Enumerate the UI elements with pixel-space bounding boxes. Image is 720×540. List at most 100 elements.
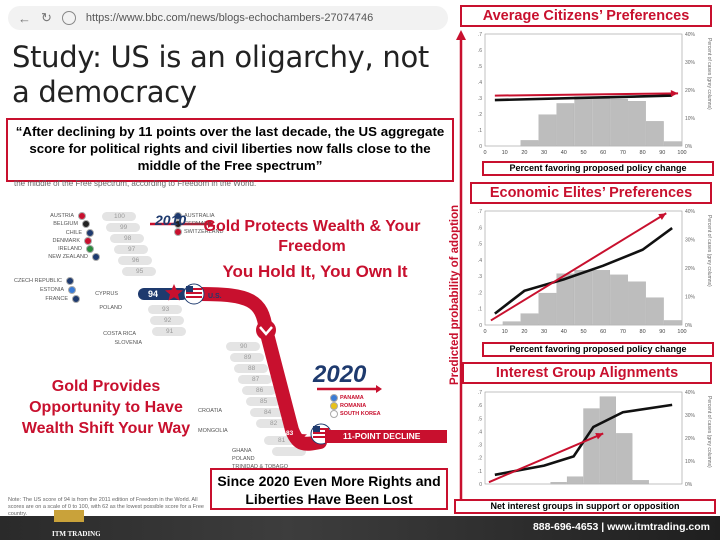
y2-axis-label: Percent of cases (grey columns): [706, 215, 712, 287]
country-label: BELGIUM: [53, 221, 78, 227]
decline-label: 11-POINT DECLINE: [325, 430, 447, 443]
y2-tick-label: 40%: [685, 209, 696, 215]
chevron-down-icon: [256, 320, 276, 340]
star-icon: [165, 284, 183, 301]
reload-icon[interactable]: ↻: [41, 10, 52, 25]
shared-axis-text: Predicted probability of adoption: [449, 205, 461, 385]
country-label: CROATIA: [198, 408, 223, 414]
flag-icon: [72, 295, 80, 303]
y-tick-label: .4: [478, 80, 482, 86]
score-label: 92: [164, 317, 172, 324]
y2-axis-label: Percent of cases (grey columns): [706, 396, 712, 468]
score-pills: [102, 212, 306, 456]
score-label: 81: [278, 437, 286, 444]
histogram-bar: [550, 482, 567, 485]
score-label: 88: [248, 365, 256, 372]
y2-tick-label: 10%: [685, 295, 696, 301]
since-2020-box: Since 2020 Even More Rights and Libertie…: [210, 468, 448, 510]
x-tick-label: 90: [659, 150, 665, 156]
y2-tick-label: 0%: [685, 144, 693, 150]
histogram-bar: [556, 103, 575, 147]
x-tick-label: 30: [541, 329, 547, 335]
x-tick-label: 100: [677, 150, 686, 156]
flag-icon: [84, 237, 92, 245]
x-tick-label: 50: [580, 329, 586, 335]
flag-icon: [330, 410, 338, 418]
back-icon[interactable]: ←: [18, 10, 31, 26]
y-tick-label: .3: [478, 96, 482, 102]
footer-contact[interactable]: 888-696-4653 | www.itmtrading.com: [532, 521, 710, 533]
site-info-icon[interactable]: [61, 11, 76, 25]
x-tick-label: 90: [659, 329, 665, 335]
histogram-bar: [574, 96, 593, 147]
histogram-bar: [610, 98, 628, 147]
histogram-bar: [663, 320, 682, 326]
panel-caption-2: Percent favoring proposed policy change: [482, 342, 714, 357]
score-label: 91: [166, 328, 174, 335]
flag-icon: [330, 402, 338, 410]
y-tick-label: .1: [478, 307, 482, 313]
flag-icon: [330, 394, 338, 402]
country-label: NEW ZEALAND: [48, 254, 88, 260]
country-label: COSTA RICA: [103, 331, 136, 337]
histogram-bar: [592, 96, 611, 147]
probability-curve: [494, 227, 673, 315]
panel-caption-3: Net interest groups in support or opposi…: [454, 499, 716, 514]
panel-title-average-citizens: Average Citizens’ Preferences: [460, 5, 712, 27]
flag-icon: [92, 253, 100, 261]
panel-title-economic-elites: Economic Elites’ Preferences: [470, 182, 712, 204]
country-label: MONGOLIA: [198, 428, 228, 434]
flag-icon: [174, 220, 182, 228]
probability-curve: [494, 94, 673, 102]
histogram-bar: [610, 274, 628, 326]
promo-you-hold: You Hold It, You Own It: [222, 262, 408, 281]
y2-tick-label: 20%: [685, 436, 696, 442]
country-label: TRINIDAD & TOBAGO: [232, 464, 289, 470]
x-tick-label: 60: [600, 329, 606, 335]
x-tick-label: 10: [502, 150, 508, 156]
x-tick-label: 20: [521, 150, 527, 156]
y-tick-label: .1: [478, 469, 482, 475]
free-spectrum-line: the middle of the Free spectrum, accordi…: [14, 179, 257, 188]
browser-url-bar[interactable]: ← ↻ https://www.bbc.com/news/blogs-echoc…: [8, 6, 448, 30]
y-tick-label: .7: [478, 32, 482, 38]
histogram-bar: [583, 408, 600, 485]
histogram-bar: [632, 480, 649, 485]
y-tick-label: .5: [478, 242, 482, 248]
panel-title-interest-groups: Interest Group Alignments: [462, 362, 712, 384]
x-tick-label: 70: [620, 329, 626, 335]
score-label: 89: [244, 354, 252, 361]
url-text[interactable]: https://www.bbc.com/news/blogs-echochamb…: [85, 12, 374, 24]
country-label: CHILE: [65, 230, 82, 236]
trend-arrow: [488, 432, 604, 484]
star-icon: [289, 428, 307, 445]
y-tick-label: .7: [478, 209, 482, 215]
country-label: ROMANIA: [340, 403, 367, 409]
histogram-bar: [616, 433, 633, 485]
y-tick-label: .6: [478, 403, 482, 409]
histogram-bar: [520, 140, 539, 147]
y2-tick-label: 10%: [685, 459, 696, 465]
arrowhead-icon: [595, 433, 604, 440]
flag-icon: [86, 245, 94, 253]
y-tick-label: .2: [478, 456, 482, 462]
histogram-bar: [556, 273, 575, 326]
country-label: DENMARK: [52, 238, 80, 244]
score-label: 82: [270, 420, 278, 427]
x-tick-label: 100: [677, 329, 686, 335]
histogram-bar: [520, 313, 539, 326]
trend-arrow: [490, 212, 667, 322]
flag-icon: [66, 277, 74, 285]
histogram-bar: [646, 121, 664, 147]
chart-economic-elites: .7 .6 .5 .4 .3 .2 .1 0 40% 30% 20% 10% 0% 0 10 20 30 40 50…: [467, 205, 712, 339]
histogram-bar: [663, 141, 682, 147]
histogram-bar: [646, 297, 664, 326]
brand-text: ITM TRADING.: [52, 530, 100, 538]
y-tick-label: .5: [478, 64, 482, 70]
us-2020-score: 83: [286, 430, 294, 437]
score-label: 100: [114, 213, 125, 220]
y-tick-label: 0: [479, 323, 482, 329]
x-tick-label: 80: [640, 150, 646, 156]
x-tick-label: 10: [502, 329, 508, 335]
